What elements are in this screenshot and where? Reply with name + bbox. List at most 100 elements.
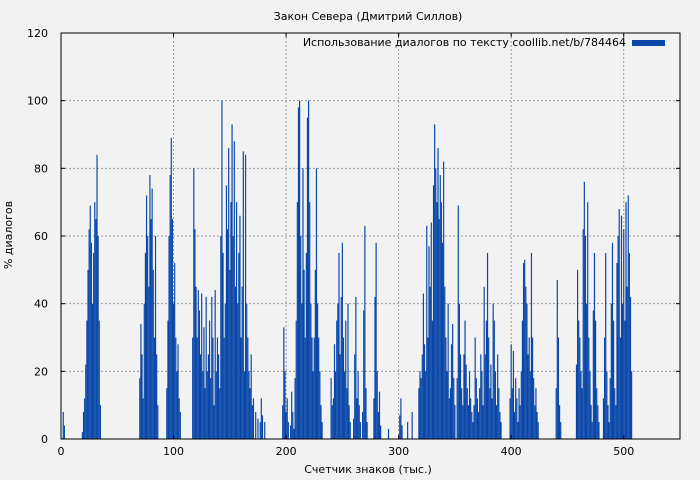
bar [247,337,249,439]
bar [475,378,477,439]
bar [139,378,141,439]
bar [302,168,304,440]
bar [598,422,600,439]
grid-layer [61,33,680,439]
bar [582,229,584,439]
bar [196,337,198,439]
bar [97,236,99,439]
bar [588,337,590,439]
bar [211,296,213,439]
bar [437,148,439,440]
bar [221,100,223,440]
bar [321,422,323,439]
y-tick-label: 40 [34,298,48,311]
bar [479,388,481,439]
bar [516,398,518,439]
bar [260,398,262,439]
bar [461,388,463,439]
bar [520,371,522,439]
bar [205,296,207,439]
y-tick-label: 20 [34,365,48,378]
bar [584,236,587,439]
bar [380,425,382,439]
bar [82,411,85,439]
bar [613,320,615,439]
bar [578,320,580,439]
bar [345,320,347,439]
bar [447,303,449,439]
legend: Использование диалогов по тексту coollib… [303,36,665,49]
bar [176,371,178,439]
bar [293,428,295,439]
bar [477,411,480,439]
bar [423,344,426,439]
bar [232,236,234,439]
bar [521,320,524,439]
bar [198,310,201,439]
y-tick-label: 120 [27,27,48,40]
bar [212,337,214,439]
bar [244,154,247,440]
bar [175,337,177,439]
bar [287,422,289,439]
bar [480,354,482,439]
bar [459,354,462,439]
bar [619,337,621,439]
bar [597,405,599,439]
bar [519,405,521,439]
bar [472,422,474,439]
bar [495,405,498,439]
bar [199,354,202,439]
bar [425,371,427,439]
bar [589,371,591,439]
bar [585,303,588,439]
x-tick-label: 300 [388,445,409,458]
chart-title: Закон Севера (Дмитрий Силлов) [274,10,463,23]
bar [620,215,623,439]
bar [96,154,98,440]
bar [591,422,593,439]
bar [434,124,436,439]
bar [95,219,97,439]
bar [484,354,486,439]
bar [228,148,230,440]
y-tick-label: 0 [41,433,48,446]
bar [491,398,493,439]
bar [419,371,421,439]
bar [377,411,379,439]
bar [365,388,367,439]
bar [169,175,171,439]
bar [376,371,378,439]
x-tick-label: 500 [613,445,634,458]
bar [427,337,429,439]
bar [512,351,515,439]
bar [518,388,520,439]
bar [250,354,252,439]
bar [143,303,145,439]
bar [593,252,596,439]
bar [436,202,438,439]
bar [530,252,533,439]
bar [533,378,535,439]
x-tick-label: 200 [276,445,297,458]
bar [407,422,409,439]
bar [214,290,216,439]
bar [622,303,624,439]
bar [420,378,422,439]
bar [500,422,502,439]
bar [251,405,253,439]
bar [167,320,169,439]
bar [318,337,320,439]
bar [616,263,618,439]
bar [170,137,172,439]
bar [498,388,500,439]
bar [373,398,375,439]
bar [201,293,203,439]
bar [482,405,484,439]
bar [309,202,311,439]
bar [590,405,592,439]
bar [295,320,297,439]
bar [363,310,365,439]
bar [452,323,454,439]
